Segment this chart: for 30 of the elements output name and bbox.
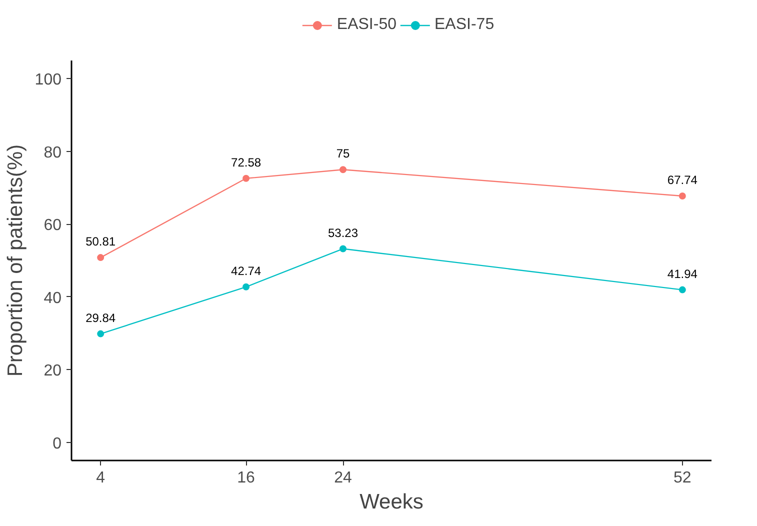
data-label: 29.84 xyxy=(86,310,116,325)
data-label: 42.74 xyxy=(231,264,262,278)
point xyxy=(678,286,686,294)
point xyxy=(678,192,686,200)
y-tick-label: 60 xyxy=(44,217,62,234)
point xyxy=(340,166,347,174)
point xyxy=(340,245,347,252)
data-label: 53.23 xyxy=(328,226,358,240)
y-tick-label: 0 xyxy=(52,435,62,452)
x-tick-label: 16 xyxy=(237,470,256,486)
x-tick-label: 52 xyxy=(674,470,692,486)
y-tick-label: 100 xyxy=(34,72,62,89)
x-tick-label: 24 xyxy=(334,470,352,486)
y-tick-label: 40 xyxy=(44,290,62,307)
x-tick-label: 4 xyxy=(96,470,106,486)
data-label: 67.74 xyxy=(667,172,698,187)
y-axis-title: Proportion of patients(%) xyxy=(4,144,27,377)
data-label: 41.94 xyxy=(667,266,698,281)
point xyxy=(97,330,104,338)
point xyxy=(97,254,104,262)
legend-label: EASI-50 xyxy=(336,16,396,34)
data-label: 75 xyxy=(336,146,350,161)
data-label: 50.81 xyxy=(86,234,116,249)
x-axis-title: Weeks xyxy=(360,490,424,514)
y-tick-label: 80 xyxy=(44,144,62,162)
legend-label: EASI-75 xyxy=(434,16,494,34)
data-label: 72.58 xyxy=(231,155,262,170)
point xyxy=(242,283,250,290)
y-tick-label: 20 xyxy=(44,362,62,380)
point xyxy=(242,174,250,182)
